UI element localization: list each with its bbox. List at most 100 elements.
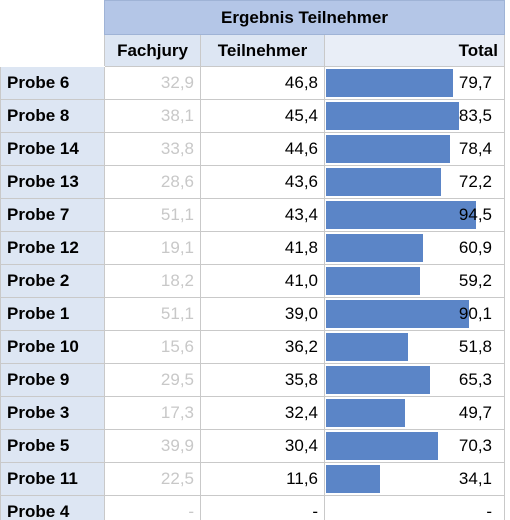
teilnehmer-cell[interactable]: 44,6 xyxy=(200,132,325,166)
total-value: 90,1 xyxy=(458,304,492,323)
total-cell[interactable]: 51,8 xyxy=(324,330,505,364)
total-cell[interactable]: 83,5 xyxy=(324,99,505,133)
total-data-bar xyxy=(326,135,451,163)
row-label[interactable]: Probe 4 xyxy=(0,495,105,520)
table-title[interactable]: Ergebnis Teilnehmer xyxy=(104,0,505,35)
total-data-bar xyxy=(326,69,453,97)
total-data-bar xyxy=(326,102,459,130)
total-cell[interactable]: 94,5 xyxy=(324,198,505,232)
header-teilnehmer[interactable]: Teilnehmer xyxy=(200,34,325,67)
total-data-bar xyxy=(326,234,423,262)
fachjury-cell[interactable]: 51,1 xyxy=(104,297,201,331)
fachjury-cell[interactable]: 32,9 xyxy=(104,66,201,100)
row-label[interactable]: Probe 7 xyxy=(0,198,105,232)
teilnehmer-cell[interactable]: 32,4 xyxy=(200,396,325,430)
total-value: 70,3 xyxy=(458,436,492,455)
row-label[interactable]: Probe 13 xyxy=(0,165,105,199)
total-value: 34,1 xyxy=(458,469,492,488)
total-cell[interactable]: 49,7 xyxy=(324,396,505,430)
total-data-bar xyxy=(326,201,476,229)
total-value: 78,4 xyxy=(458,139,492,158)
total-value: 83,5 xyxy=(458,106,492,125)
total-data-bar xyxy=(326,333,409,361)
header-fachjury[interactable]: Fachjury xyxy=(104,34,201,67)
table-row: Probe 12 19,1 41,8 60,9 xyxy=(0,231,505,265)
row-label[interactable]: Probe 6 xyxy=(0,66,105,100)
total-data-bar xyxy=(326,432,438,460)
row-label[interactable]: Probe 2 xyxy=(0,264,105,298)
total-cell[interactable]: 70,3 xyxy=(324,429,505,463)
total-cell[interactable]: 34,1 xyxy=(324,462,505,496)
fachjury-cell[interactable]: 51,1 xyxy=(104,198,201,232)
total-value: 60,9 xyxy=(458,238,492,257)
total-value: 94,5 xyxy=(458,205,492,224)
fachjury-cell[interactable]: 17,3 xyxy=(104,396,201,430)
row-label[interactable]: Probe 14 xyxy=(0,132,105,166)
table-row: Probe 13 28,6 43,6 72,2 xyxy=(0,165,505,199)
row-label[interactable]: Probe 9 xyxy=(0,363,105,397)
row-label[interactable]: Probe 5 xyxy=(0,429,105,463)
table-row: Probe 5 39,9 30,4 70,3 xyxy=(0,429,505,463)
teilnehmer-cell[interactable]: 45,4 xyxy=(200,99,325,133)
fachjury-cell[interactable]: 29,5 xyxy=(104,363,201,397)
fachjury-cell[interactable]: 38,1 xyxy=(104,99,201,133)
teilnehmer-cell[interactable]: 46,8 xyxy=(200,66,325,100)
total-data-bar xyxy=(326,300,470,328)
row-label[interactable]: Probe 11 xyxy=(0,462,105,496)
fachjury-cell[interactable]: 15,6 xyxy=(104,330,201,364)
table-row: Probe 14 33,8 44,6 78,4 xyxy=(0,132,505,166)
row-label[interactable]: Probe 8 xyxy=(0,99,105,133)
table-row: Probe 3 17,3 32,4 49,7 xyxy=(0,396,505,430)
corner-cell[interactable] xyxy=(0,0,105,35)
table-row: Probe 2 18,2 41,0 59,2 xyxy=(0,264,505,298)
total-cell[interactable]: 65,3 xyxy=(324,363,505,397)
header-blank-cell[interactable] xyxy=(0,34,105,67)
total-cell[interactable]: 60,9 xyxy=(324,231,505,265)
header-total[interactable]: Total xyxy=(324,34,505,67)
row-label[interactable]: Probe 3 xyxy=(0,396,105,430)
total-data-bar xyxy=(326,465,381,493)
teilnehmer-cell[interactable]: 35,8 xyxy=(200,363,325,397)
fachjury-cell[interactable]: 28,6 xyxy=(104,165,201,199)
total-cell[interactable]: 79,7 xyxy=(324,66,505,100)
total-data-bar xyxy=(326,267,420,295)
table-row: Probe 10 15,6 36,2 51,8 xyxy=(0,330,505,364)
teilnehmer-cell[interactable]: 43,4 xyxy=(200,198,325,232)
total-value: 49,7 xyxy=(458,403,492,422)
fachjury-cell[interactable]: 39,9 xyxy=(104,429,201,463)
total-cell[interactable]: 72,2 xyxy=(324,165,505,199)
row-label[interactable]: Probe 1 xyxy=(0,297,105,331)
table-row: Probe 6 32,9 46,8 79,7 xyxy=(0,66,505,100)
teilnehmer-cell[interactable]: 39,0 xyxy=(200,297,325,331)
row-label[interactable]: Probe 12 xyxy=(0,231,105,265)
teilnehmer-cell[interactable]: 41,8 xyxy=(200,231,325,265)
teilnehmer-cell[interactable]: 11,6 xyxy=(200,462,325,496)
teilnehmer-cell[interactable]: - xyxy=(200,495,325,520)
fachjury-cell[interactable]: 18,2 xyxy=(104,264,201,298)
teilnehmer-cell[interactable]: 41,0 xyxy=(200,264,325,298)
total-cell[interactable]: 78,4 xyxy=(324,132,505,166)
teilnehmer-cell[interactable]: 30,4 xyxy=(200,429,325,463)
total-data-bar xyxy=(326,168,441,196)
total-cell[interactable]: 90,1 xyxy=(324,297,505,331)
fachjury-cell[interactable]: - xyxy=(104,495,201,520)
total-data-bar xyxy=(326,366,430,394)
fachjury-cell[interactable]: 19,1 xyxy=(104,231,201,265)
title-row: Ergebnis Teilnehmer xyxy=(0,0,505,35)
total-value: 65,3 xyxy=(458,370,492,389)
row-label[interactable]: Probe 10 xyxy=(0,330,105,364)
total-cell[interactable]: - xyxy=(324,495,505,520)
total-value: 72,2 xyxy=(458,172,492,191)
fachjury-cell[interactable]: 33,8 xyxy=(104,132,201,166)
teilnehmer-cell[interactable]: 43,6 xyxy=(200,165,325,199)
teilnehmer-cell[interactable]: 36,2 xyxy=(200,330,325,364)
total-cell[interactable]: 59,2 xyxy=(324,264,505,298)
fachjury-cell[interactable]: 22,5 xyxy=(104,462,201,496)
table-row: Probe 11 22,5 11,6 34,1 xyxy=(0,462,505,496)
table-row: Probe 1 51,1 39,0 90,1 xyxy=(0,297,505,331)
header-row: Fachjury Teilnehmer Total xyxy=(0,34,505,67)
total-value: 59,2 xyxy=(458,271,492,290)
total-value: 51,8 xyxy=(458,337,492,356)
